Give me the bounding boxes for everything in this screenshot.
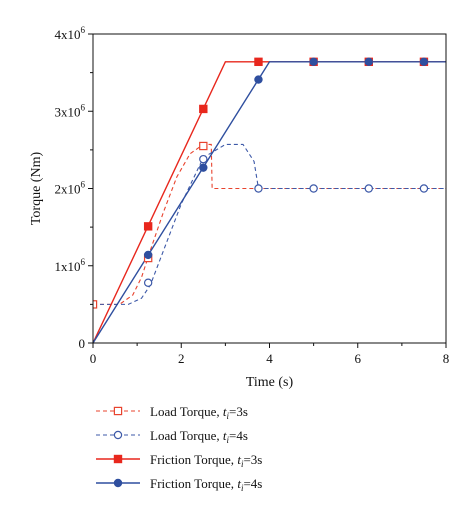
series-line-4 [93, 61, 446, 343]
y-tick-label-1: 0 [79, 336, 86, 351]
x-axis-title: Time (s) [246, 375, 294, 390]
legend-entry-3: Friction Torque, ti=3s [96, 452, 262, 469]
legend-entry-4: Friction Torque, ti=4s [96, 476, 262, 493]
series-3-marker-3 [254, 57, 263, 67]
x-tick-label-2: 2 [178, 351, 185, 366]
series-3-marker-1 [143, 222, 153, 231]
plot-area [93, 57, 446, 343]
legend-marker-1 [113, 406, 123, 416]
legend-label-3: Friction Torque, ti=3s [150, 452, 262, 469]
series-4-marker-3 [254, 75, 263, 84]
series-line-2 [93, 143, 446, 305]
y-tick-label-5: 4x106 [55, 25, 86, 42]
legend-marker-3 [113, 454, 123, 464]
series-2-marker-6 [419, 184, 429, 193]
series-4-marker-6 [419, 57, 429, 67]
x-tick-label-3: 4 [266, 351, 273, 366]
series-2-marker-1 [143, 278, 153, 287]
legend-entry-1: Load Torque, ti=3s [96, 404, 248, 421]
series-2-marker-3 [254, 184, 263, 193]
y-tick-label-4: 3x106 [55, 102, 86, 119]
y-tick-label-2: 1x106 [55, 257, 86, 274]
x-tick-label-5: 8 [443, 351, 450, 366]
x-tick-label-4: 6 [355, 351, 362, 366]
legend-label-2: Load Torque, ti=4s [150, 428, 248, 445]
series-4-marker-1 [143, 250, 153, 260]
legend-marker-4 [113, 478, 123, 488]
y-tick-label-3: 2x106 [55, 180, 86, 197]
legend-marker-2 [113, 430, 123, 440]
x-tick-label-1: 0 [90, 351, 97, 366]
series-2-marker-4 [309, 184, 318, 193]
axes: 0 2 4 6 8 0 1x106 2x106 3x106 4x106 [55, 25, 450, 366]
legend-label-1: Load Torque, ti=3s [150, 404, 248, 421]
series-line-3 [93, 61, 446, 343]
series-2-marker-5 [364, 184, 373, 193]
series-line-1 [93, 143, 446, 305]
series-2-marker-2 [199, 154, 208, 164]
legend-label-4: Friction Torque, ti=4s [150, 476, 262, 493]
legend: Load Torque, ti=3s Load Torque, ti=4s Fric… [96, 404, 262, 493]
series-4-marker-5 [364, 57, 373, 67]
series-4-marker-4 [309, 57, 318, 67]
legend-entry-2: Load Torque, ti=4s [96, 428, 248, 445]
series-1-marker-3 [199, 141, 208, 151]
series-3-marker-2 [199, 104, 208, 114]
series-4-marker-2 [199, 163, 208, 172]
y-axis-title: Torque (Nm) [29, 152, 44, 226]
